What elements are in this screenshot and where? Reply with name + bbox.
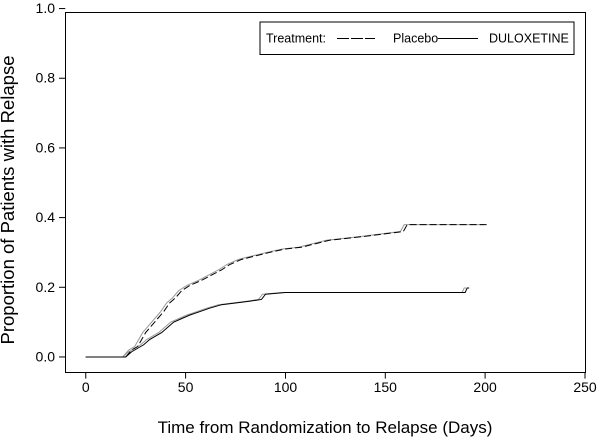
svg-text:Treatment:: Treatment: bbox=[266, 32, 326, 46]
svg-text:0: 0 bbox=[82, 379, 90, 395]
svg-text:0.4: 0.4 bbox=[36, 209, 56, 225]
svg-text:Placebo: Placebo bbox=[393, 32, 438, 46]
svg-text:150: 150 bbox=[374, 379, 398, 395]
svg-text:0.6: 0.6 bbox=[36, 139, 56, 155]
svg-text:200: 200 bbox=[473, 379, 497, 395]
svg-text:0.2: 0.2 bbox=[36, 279, 56, 295]
svg-text:0.8: 0.8 bbox=[36, 70, 56, 86]
svg-text:1.0: 1.0 bbox=[36, 0, 56, 16]
svg-text:50: 50 bbox=[178, 379, 194, 395]
svg-text:DULOXETINE: DULOXETINE bbox=[489, 32, 569, 46]
svg-text:Proportion of Patients with Re: Proportion of Patients with Relapse bbox=[0, 56, 18, 345]
svg-text:Time from Randomization to Rel: Time from Randomization to Relapse (Days… bbox=[158, 418, 493, 437]
svg-text:0.0: 0.0 bbox=[36, 348, 56, 364]
svg-text:100: 100 bbox=[274, 379, 298, 395]
svg-text:250: 250 bbox=[573, 379, 597, 395]
